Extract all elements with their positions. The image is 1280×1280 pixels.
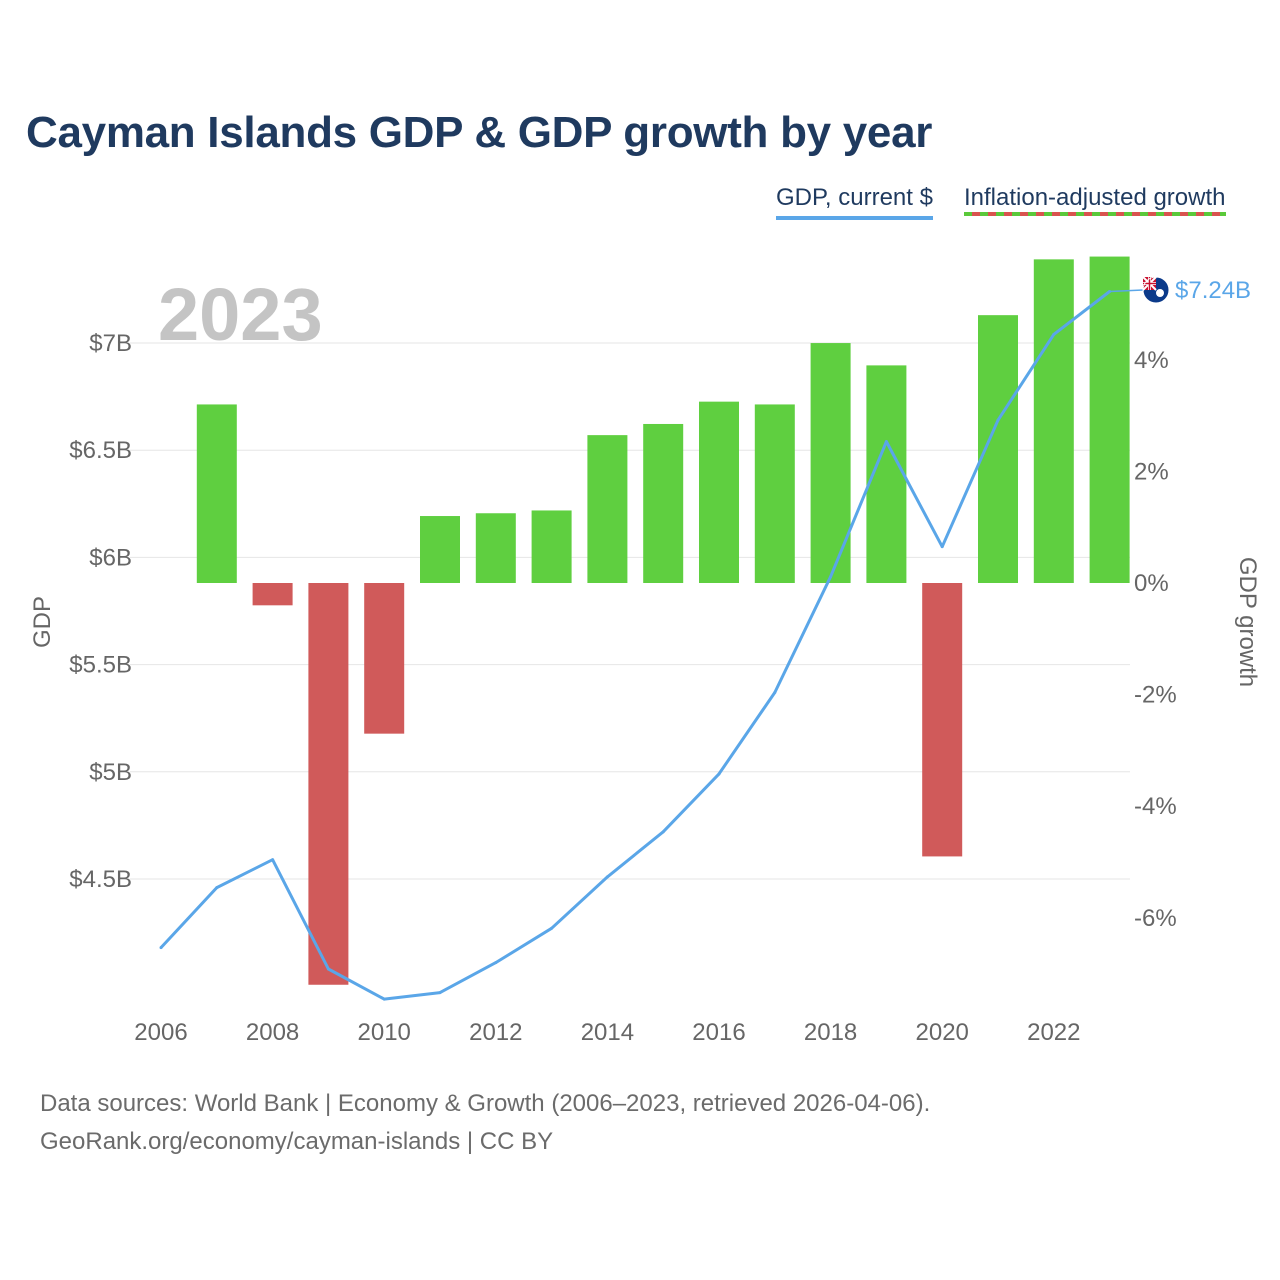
- gdp-point-2012: [494, 961, 498, 965]
- gdp-point-2022: [1052, 332, 1056, 336]
- growth-bar-2020: [922, 583, 963, 857]
- growth-bar-2011: [420, 516, 460, 583]
- grid-lines: [130, 342, 1130, 880]
- left-tick-label: $7B: [89, 330, 132, 357]
- right-tick-label: -2%: [1134, 682, 1177, 709]
- growth-bars: [196, 256, 1130, 985]
- right-tick-label: 2%: [1134, 458, 1169, 485]
- gdp-line: [159, 290, 1111, 1001]
- legend-gdp-label: GDP, current $: [776, 184, 933, 211]
- x-tick-label: 2010: [358, 1019, 411, 1046]
- chart-title: Cayman Islands GDP & GDP growth by year: [26, 108, 933, 157]
- left-tick-label: $4.5B: [69, 866, 132, 893]
- x-tick-label: 2014: [581, 1019, 634, 1046]
- gdp-point-2020: [940, 545, 944, 549]
- left-axis: $4.5B $5B $5.5B $6B $6.5B $7B: [69, 330, 132, 893]
- gdp-point-2013: [550, 926, 554, 930]
- source-line-2[interactable]: GeoRank.org/economy/cayman-islands | CC …: [40, 1128, 554, 1155]
- gdp-point-2014: [605, 875, 609, 879]
- legend-gdp[interactable]: GDP, current $: [776, 184, 933, 220]
- growth-bar-2010: [364, 583, 405, 734]
- legend-growth-swatch: [964, 212, 1226, 216]
- x-tick-label: 2008: [246, 1019, 299, 1046]
- gdp-point-2007: [215, 886, 219, 890]
- gdp-point-2010: [382, 997, 386, 1001]
- gdp-point-2018: [829, 575, 833, 579]
- growth-bar-2008: [252, 583, 293, 606]
- growth-bar-2017: [754, 404, 795, 583]
- right-tick-label: -6%: [1134, 905, 1177, 932]
- x-tick-label: 2016: [692, 1019, 745, 1046]
- growth-bar-2014: [587, 435, 628, 583]
- right-tick-label: 4%: [1134, 347, 1169, 374]
- end-connector: [1109, 289, 1144, 293]
- gdp-point-2021: [996, 418, 1000, 422]
- gdp-point-2006: [159, 946, 163, 950]
- highlight-year: 2023: [158, 273, 323, 356]
- left-tick-label: $6.5B: [69, 437, 132, 464]
- gdp-point-2019: [884, 440, 888, 444]
- gdp-point-2011: [438, 991, 442, 995]
- growth-bar-2007: [196, 404, 237, 583]
- end-marker: $7.24B: [1142, 276, 1251, 304]
- gdp-point-2015: [661, 830, 665, 834]
- right-tick-label: -4%: [1134, 793, 1177, 820]
- end-value-label: $7.24B: [1175, 277, 1251, 304]
- gdp-point-2017: [773, 690, 777, 694]
- legend-growth-label: Inflation-adjusted growth: [964, 184, 1226, 211]
- left-tick-label: $5.5B: [69, 652, 132, 679]
- gdp-point-2008: [271, 858, 275, 862]
- growth-bar-2022: [1033, 259, 1074, 583]
- right-axis: -6% -4% -2% 0% 2% 4%: [1134, 347, 1177, 932]
- x-axis: 2006 2008 2010 2012 2014 2016 2018 2020 2022: [134, 1019, 1080, 1046]
- growth-bar-2018: [810, 343, 851, 583]
- source-line-1: Data sources: World Bank | Economy & Gro…: [40, 1090, 931, 1117]
- legend-growth[interactable]: Inflation-adjusted growth: [964, 184, 1226, 220]
- gdp-line-group: [159, 289, 1144, 1001]
- growth-bar-2012: [475, 513, 516, 583]
- growth-bar-2016: [699, 401, 739, 583]
- growth-bar-2013: [531, 510, 572, 583]
- growth-bar-2023: [1089, 256, 1130, 583]
- x-tick-label: 2020: [916, 1019, 969, 1046]
- left-axis-title: GDP: [29, 596, 56, 648]
- x-tick-label: 2018: [804, 1019, 857, 1046]
- right-tick-label: 0%: [1134, 570, 1169, 597]
- gdp-point-2016: [717, 772, 721, 776]
- left-tick-label: $6B: [89, 544, 132, 571]
- x-tick-label: 2022: [1027, 1019, 1080, 1046]
- growth-bar-2009: [308, 583, 349, 985]
- cayman-islands-flag-icon: [1142, 276, 1170, 304]
- right-axis-title: GDP growth: [1234, 557, 1261, 687]
- left-tick-label: $5B: [89, 759, 132, 786]
- x-tick-label: 2006: [134, 1019, 187, 1046]
- gdp-point-2009: [326, 967, 330, 971]
- growth-bar-2015: [643, 423, 684, 583]
- x-tick-label: 2012: [469, 1019, 522, 1046]
